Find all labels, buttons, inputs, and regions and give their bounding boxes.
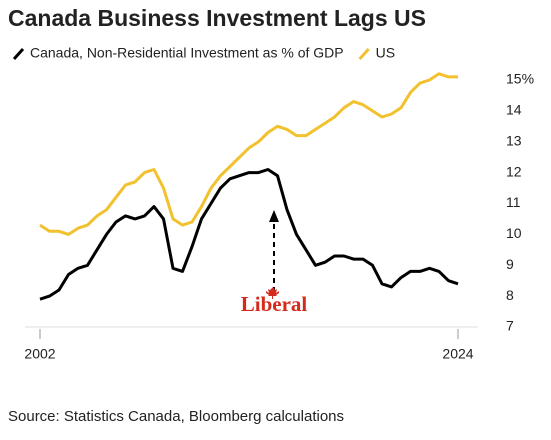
legend-label: US <box>376 45 395 61</box>
legend-label: Canada, Non-Residential Investment as % … <box>30 45 344 61</box>
y-tick-label: 13 <box>506 132 522 148</box>
y-tick-label: 8 <box>506 287 514 303</box>
legend-swatch <box>358 47 370 61</box>
y-tick-label: 15% <box>506 71 534 87</box>
y-tick-label: 9 <box>506 256 514 272</box>
y-tick-label: 7 <box>506 318 514 334</box>
source: Source: Statistics Canada, Bloomberg cal… <box>8 408 344 425</box>
arrow-head <box>269 210 279 222</box>
annotation: Liberal <box>241 292 308 316</box>
x-tick-label: 2002 <box>24 346 55 362</box>
chart-title: Canada Business Investment Lags US <box>8 5 426 31</box>
legend-swatch <box>12 47 25 61</box>
y-tick-label: 10 <box>506 225 522 241</box>
y-tick-label: 14 <box>506 102 522 118</box>
y-tick-label: 11 <box>506 194 521 210</box>
series-line <box>39 72 458 236</box>
y-tick-label: 12 <box>506 163 522 179</box>
x-tick-label: 2024 <box>442 346 473 362</box>
maple-leaf <box>266 287 279 299</box>
series-line <box>39 168 459 301</box>
